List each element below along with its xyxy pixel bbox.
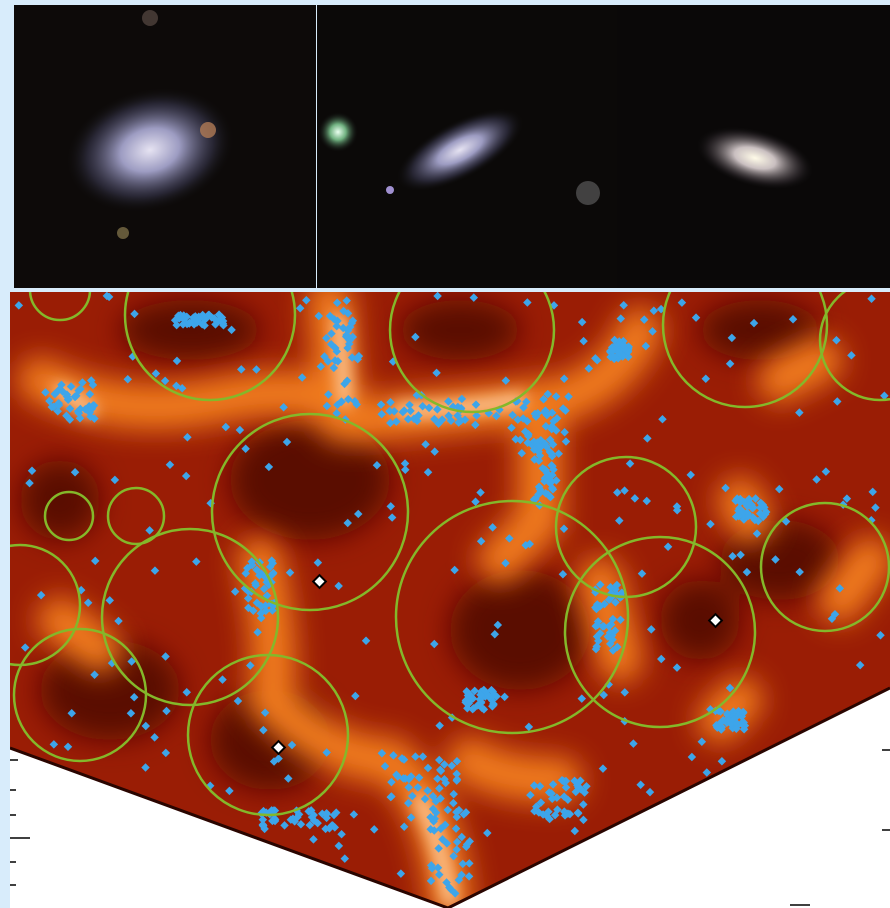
- star: [200, 122, 216, 138]
- star: [576, 181, 600, 205]
- star: [142, 10, 158, 26]
- scene: [0, 0, 890, 908]
- star: [318, 112, 358, 152]
- star: [386, 186, 394, 194]
- star: [117, 227, 129, 239]
- density-map: [0, 230, 890, 908]
- page: (() => { const data = JSON.parse(documen…: [0, 0, 890, 908]
